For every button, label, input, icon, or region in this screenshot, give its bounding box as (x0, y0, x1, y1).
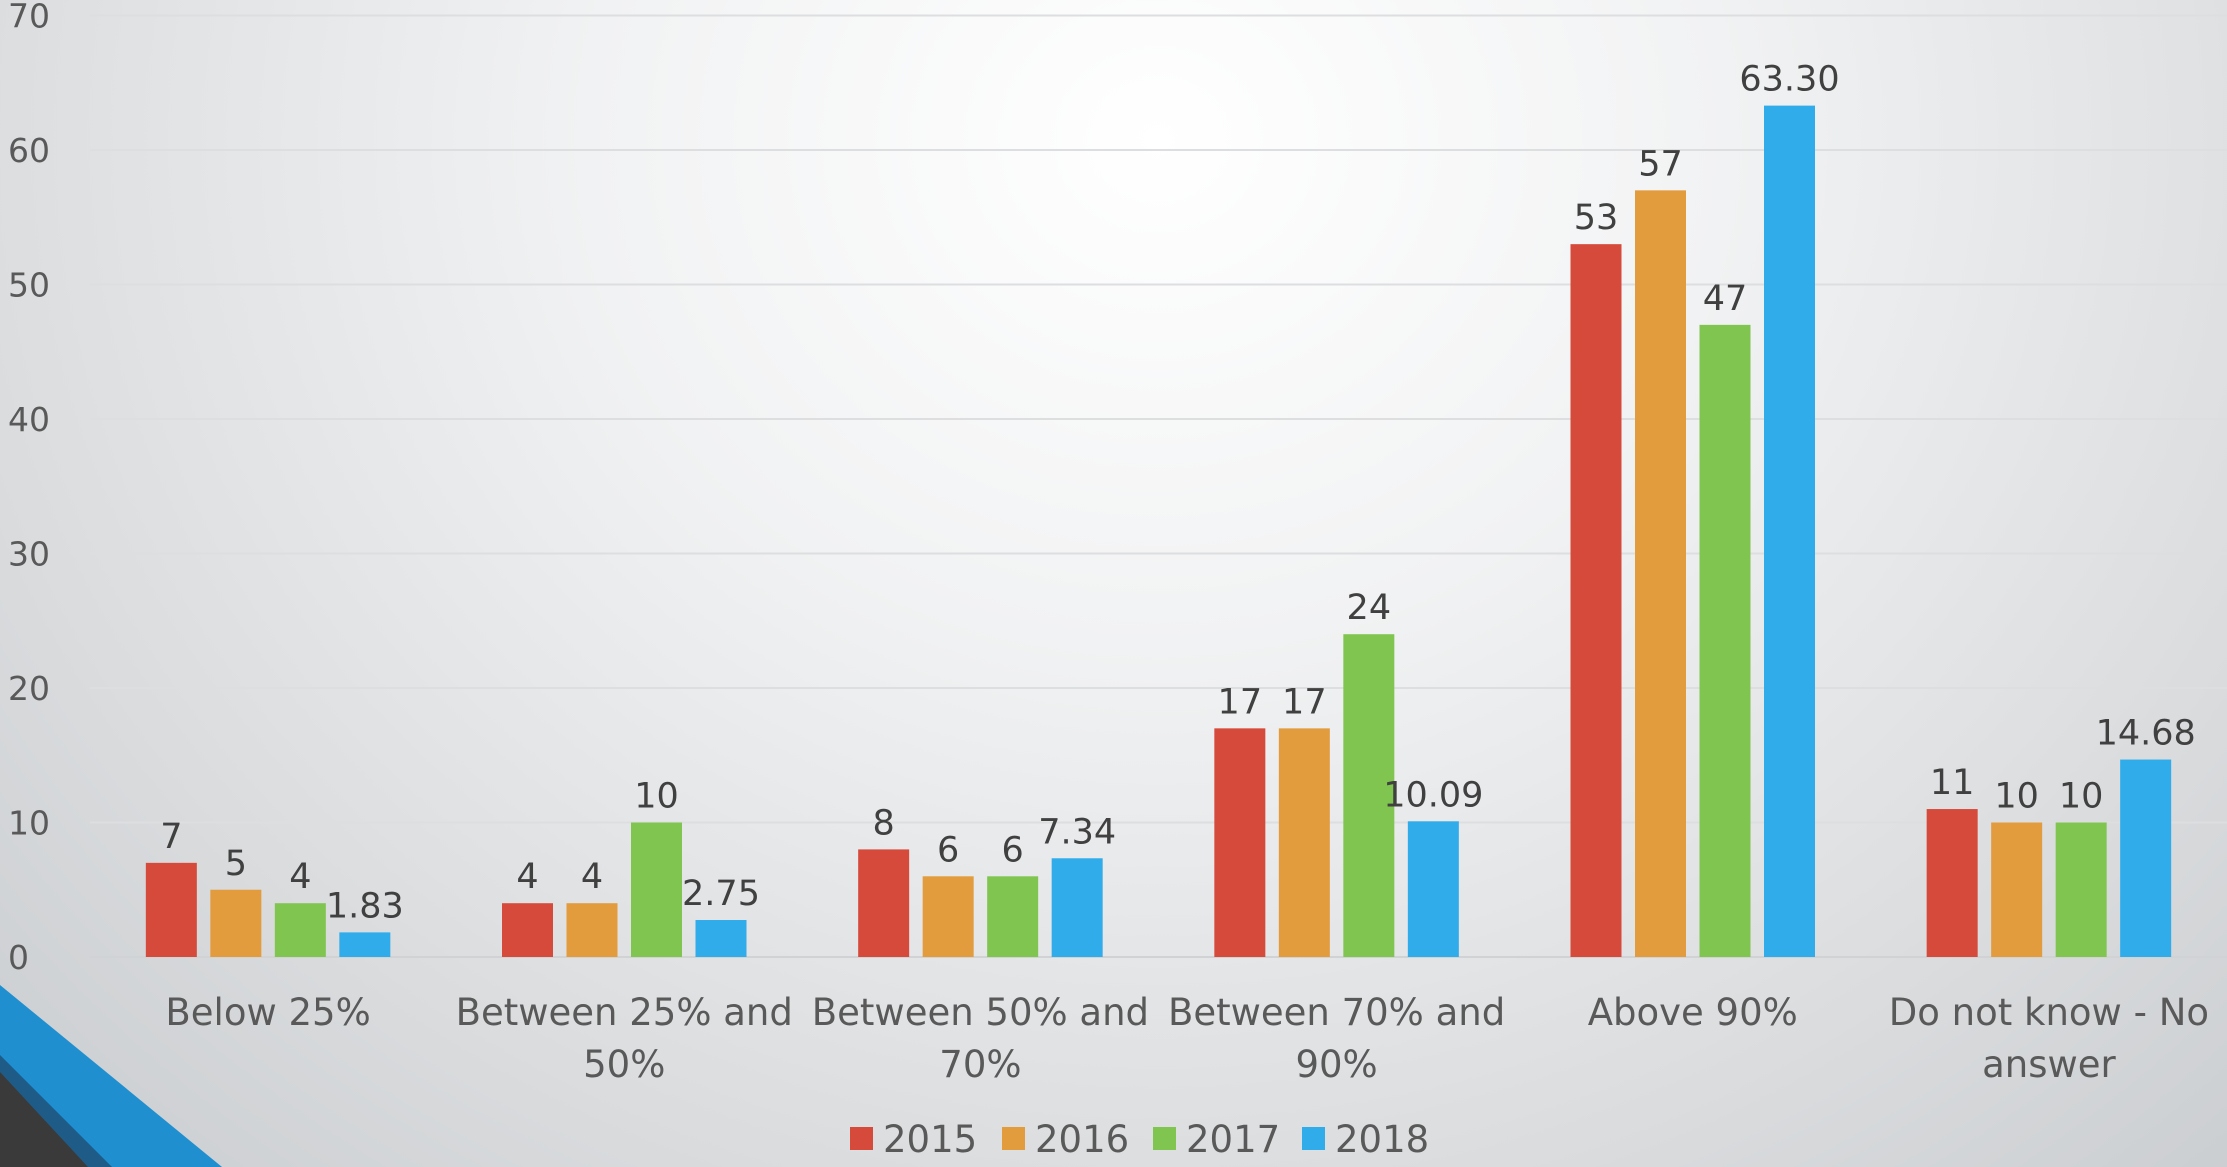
bar-2015 (858, 849, 910, 957)
data-label: 5 (225, 844, 247, 884)
bar-2016 (210, 889, 262, 957)
bar-2016 (1635, 190, 1686, 958)
legend-swatch-2017 (1153, 1127, 1176, 1150)
bar-2016 (1278, 728, 1330, 957)
data-label: 10.09 (1383, 775, 1483, 815)
bar-2017 (987, 876, 1039, 957)
bar-2015 (1926, 809, 1978, 957)
data-label: 57 (1638, 144, 1683, 184)
x-category-label: Between 50% and (812, 991, 1149, 1034)
legend-swatch-2018 (1302, 1127, 1325, 1150)
data-label: 7.34 (1038, 812, 1116, 852)
data-label: 10 (634, 777, 679, 817)
bar-2015 (1214, 728, 1266, 957)
gridlines (90, 14, 2227, 958)
x-category-label: answer (1982, 1043, 2116, 1086)
data-label: 47 (1703, 279, 1748, 319)
bar-2017 (2055, 822, 2107, 957)
x-axis: Below 25% Between 25% and 50% Between 50% a… (165, 991, 2209, 1086)
data-labels: 7 4 8 17 53 11 5 4 6 17 57 10 4 10 6 24 47 10 1.83 2.75 7.34… (160, 60, 2196, 927)
data-label: 24 (1347, 588, 1392, 628)
data-label: 6 (1002, 830, 1024, 870)
bar-2018 (1051, 858, 1103, 957)
bar-2015 (502, 903, 553, 957)
data-label: 4 (289, 857, 311, 897)
data-label: 17 (1218, 682, 1263, 722)
bar-2018 (695, 920, 747, 957)
bar-2015 (145, 862, 197, 957)
bar-2017 (274, 903, 326, 957)
y-tick-label: 0 (8, 938, 29, 977)
y-tick-label: 30 (8, 535, 50, 574)
bar-2016 (1991, 822, 2043, 957)
bar-2018 (1407, 821, 1459, 957)
bar-2017 (1343, 634, 1395, 957)
data-label: 4 (581, 857, 603, 897)
bar-2015 (1570, 244, 1622, 957)
legend-label: 2018 (1335, 1118, 1429, 1161)
x-category-label: 50% (583, 1043, 665, 1086)
x-category-label: 90% (1295, 1043, 1377, 1086)
y-tick-label: 10 (8, 804, 50, 843)
data-label: 8 (873, 803, 895, 843)
legend-swatch-2016 (1002, 1127, 1025, 1150)
bar-series (145, 105, 2172, 958)
x-category-label: Below 25% (165, 991, 370, 1034)
data-label: 63.30 (1739, 60, 1839, 100)
y-tick-label: 40 (8, 400, 50, 439)
data-label: 7 (160, 817, 182, 857)
bar-2017 (1699, 324, 1751, 958)
bar-2017 (631, 822, 682, 957)
bar-2016 (922, 876, 974, 957)
legend-label: 2015 (883, 1118, 977, 1161)
y-tick-label: 50 (8, 266, 50, 305)
y-tick-label: 20 (8, 669, 50, 708)
data-label: 53 (1574, 198, 1619, 238)
y-tick-label: 60 (8, 131, 50, 170)
y-axis: 0 10 20 30 40 50 60 70 (8, 0, 50, 977)
x-category-label: 70% (939, 1043, 1021, 1086)
legend-label: 2017 (1186, 1118, 1280, 1161)
data-label: 11 (1930, 763, 1975, 803)
data-label: 10 (2059, 777, 2104, 817)
data-label: 4 (516, 857, 538, 897)
data-label: 6 (937, 830, 959, 870)
data-label: 2.75 (682, 874, 760, 914)
bar-2018 (339, 932, 391, 957)
data-label: 14.68 (2096, 714, 2196, 754)
x-category-label: Between 25% and (456, 991, 793, 1034)
data-label: 17 (1282, 682, 1327, 722)
decorative-corner-accent (0, 985, 222, 1167)
bar-2016 (566, 903, 618, 957)
y-tick-label: 70 (8, 0, 50, 36)
legend-swatch-2015 (850, 1127, 873, 1150)
bar-2018 (1764, 105, 1815, 958)
data-label: 10 (1994, 777, 2039, 817)
bar-2018 (2120, 759, 2172, 957)
x-category-label: Do not know - No (1889, 991, 2209, 1034)
x-category-label: Between 70% and (1168, 991, 1505, 1034)
legend-label: 2016 (1035, 1118, 1129, 1161)
legend: 2015 2016 2017 2018 (850, 1118, 1429, 1161)
x-category-label: Above 90% (1588, 991, 1798, 1034)
data-label: 1.83 (326, 886, 404, 926)
